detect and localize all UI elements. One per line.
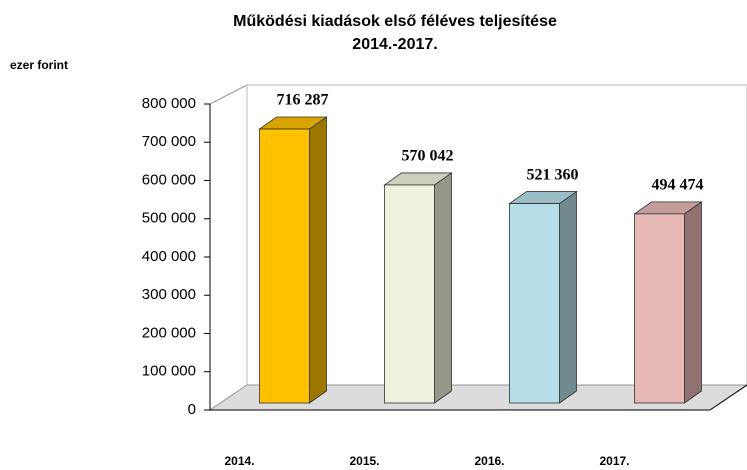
bar-side xyxy=(434,172,452,404)
y-tick-label: 0 xyxy=(188,401,196,418)
bar-side xyxy=(684,201,702,404)
x-tick-label: 2017. xyxy=(599,454,629,468)
y-tick-label: 100 000 xyxy=(142,363,196,380)
back-wall xyxy=(246,84,747,386)
y-tick-label: 300 000 xyxy=(142,286,196,303)
chart-subtitle: 2014.-2017. xyxy=(352,36,437,53)
y-tick-label: 700 000 xyxy=(142,133,196,150)
bar xyxy=(384,184,435,404)
y-tick-label: 400 000 xyxy=(142,248,196,265)
bar xyxy=(259,128,310,404)
bar xyxy=(509,203,560,404)
value-label: 716 287 xyxy=(277,92,329,109)
y-axis-label: ezer forint xyxy=(10,58,68,72)
bar-side xyxy=(309,116,327,404)
x-tick-label: 2014. xyxy=(224,454,254,468)
x-tick-label: 2016. xyxy=(474,454,504,468)
floor-edge xyxy=(709,384,747,411)
y-tick-label: 200 000 xyxy=(142,324,196,341)
y-tick-label: 600 000 xyxy=(142,171,196,188)
left-wall xyxy=(209,84,248,411)
value-label: 570 042 xyxy=(402,148,454,165)
bar-side xyxy=(559,190,577,404)
bar xyxy=(634,213,685,404)
value-label: 521 360 xyxy=(527,166,579,183)
y-tick-label: 500 000 xyxy=(142,210,196,227)
x-tick-label: 2015. xyxy=(349,454,379,468)
y-tick-label: 800 000 xyxy=(142,95,196,112)
chart-title: Működési kiadások első féléves teljesíté… xyxy=(233,13,557,30)
value-label: 494 474 xyxy=(652,177,704,194)
